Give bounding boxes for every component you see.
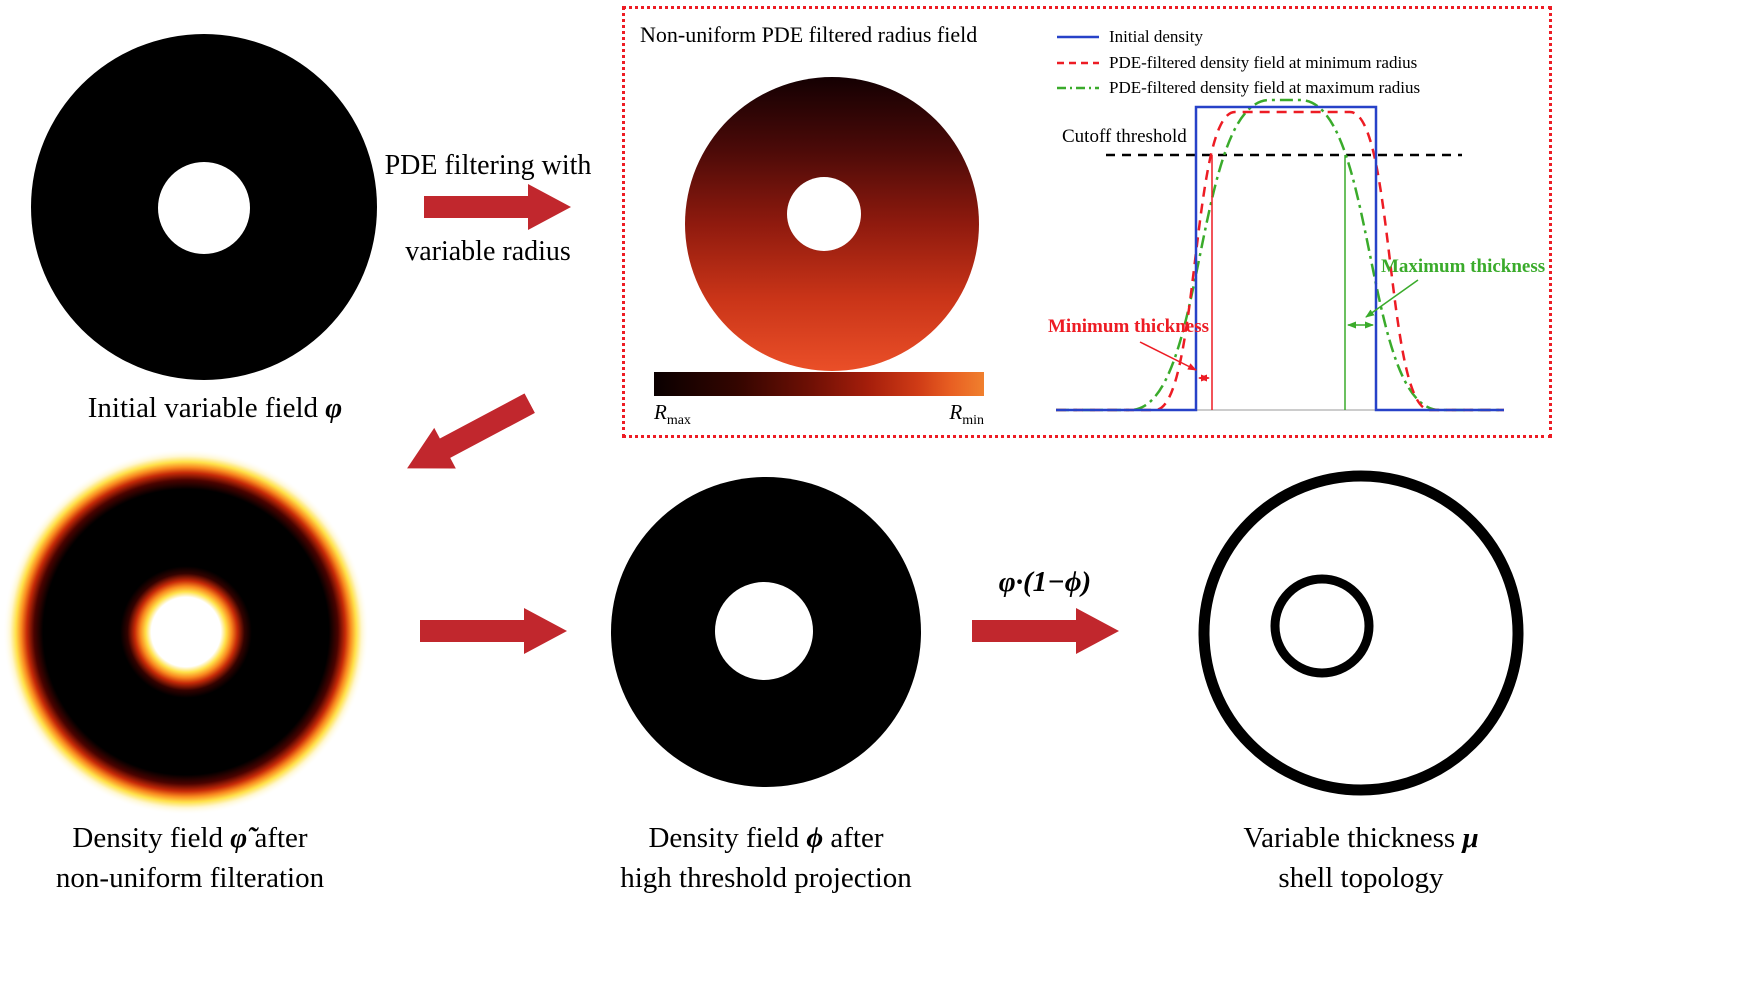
rmax-sub: max [666, 413, 691, 429]
caption-line-2: high threshold projection [620, 862, 912, 894]
shell-inner-ring [1270, 574, 1374, 678]
caption-line-1: Variable thickness μ [1161, 818, 1561, 858]
legend-line-solid-icon [1057, 35, 1099, 39]
projected-density-donut [611, 477, 921, 787]
shell-formula: φ·(1−ϕ) [998, 566, 1092, 598]
rmin-sub: min [962, 413, 984, 429]
arrow-right-icon [972, 608, 1119, 654]
legend-entry-max-radius: PDE-filtered density field at maximum ra… [1056, 77, 1420, 99]
rmin-base: R [949, 400, 963, 424]
panel-title: Non-uniform PDE filtered radius field [640, 22, 978, 47]
pde-filter-panel [622, 6, 1552, 438]
radius-field-donut [685, 77, 979, 371]
donut-hole [715, 582, 813, 680]
phi-symbol: φ [325, 392, 343, 424]
shell-caption: Variable thickness μ shell topology [1161, 818, 1561, 898]
shell-topology-figure [1198, 470, 1524, 796]
projected-field-caption: Density field ϕ after high threshold pro… [566, 818, 966, 898]
initial-field-donut [31, 34, 377, 380]
max-radius-curve [1056, 98, 1504, 412]
arrow-shape-svg [407, 393, 535, 469]
caption-text: Variable thickness [1243, 822, 1463, 854]
phi-var-symbol: ϕ [806, 822, 824, 854]
caption-line-1: Density field φ̃ after [0, 818, 385, 858]
max-thickness-pointer-arrow-icon [1365, 279, 1419, 318]
caption-text: Density field [72, 822, 231, 854]
gradient-donut-hole [787, 177, 861, 251]
mu-symbol: μ [1462, 822, 1479, 854]
arrow-shape [424, 184, 571, 230]
phi-tilde-symbol: φ̃ [230, 822, 248, 854]
filtered-field-caption: Density field φ̃ after non-uniform filte… [0, 818, 385, 898]
caption-text: Initial variable field [87, 392, 326, 424]
pde-filtering-label-top: PDE filtering with [384, 150, 592, 181]
legend-label: PDE-filtered density field at minimum ra… [1109, 53, 1418, 72]
filtered-density-donut [3, 449, 369, 815]
donut-hole [158, 162, 250, 254]
rmax-label: Rmax [654, 400, 691, 429]
rmin-label: Rmin [884, 400, 984, 429]
minimum-thickness-label: Minimum thickness [1048, 316, 1209, 337]
arrow-right-icon [420, 608, 567, 654]
rmax-base: R [654, 400, 667, 424]
arrow-down-left-icon [395, 382, 541, 490]
radius-colorbar [654, 372, 984, 396]
initial-field-caption: Initial variable field φ [15, 388, 415, 428]
shell-outer-ring [1198, 470, 1524, 796]
legend-label: Initial density [1109, 27, 1203, 46]
arrow-shape [407, 393, 535, 469]
caption-text: Density field [648, 822, 807, 854]
caption-text: after [247, 822, 308, 854]
caption-text: after [823, 822, 884, 854]
density-plot [1056, 98, 1504, 412]
min-thickness-pointer-arrow-icon [1139, 341, 1197, 371]
legend-line-dashdot-icon [1057, 86, 1099, 90]
caption-line-2: non-uniform filteration [55, 862, 325, 894]
glow-donut [3, 449, 369, 815]
caption-line-2: shell topology [1278, 862, 1444, 894]
caption-line-1: Density field ϕ after [566, 818, 966, 858]
legend-entry-initial-density: Initial density [1056, 26, 1203, 48]
initial-density-curve [1056, 105, 1504, 412]
legend-label: PDE-filtered density field at maximum ra… [1109, 78, 1421, 97]
legend-line-dashed-icon [1057, 61, 1099, 65]
legend-entry-min-radius: PDE-filtered density field at minimum ra… [1056, 52, 1417, 74]
arrow-shape [972, 608, 1119, 654]
arrow-shape [420, 608, 567, 654]
cutoff-threshold-label: Cutoff threshold [1062, 126, 1187, 147]
pde-filtering-label-bottom: variable radius [405, 236, 571, 267]
arrow-right-icon [424, 184, 571, 230]
maximum-thickness-label: Maximum thickness [1381, 256, 1546, 277]
